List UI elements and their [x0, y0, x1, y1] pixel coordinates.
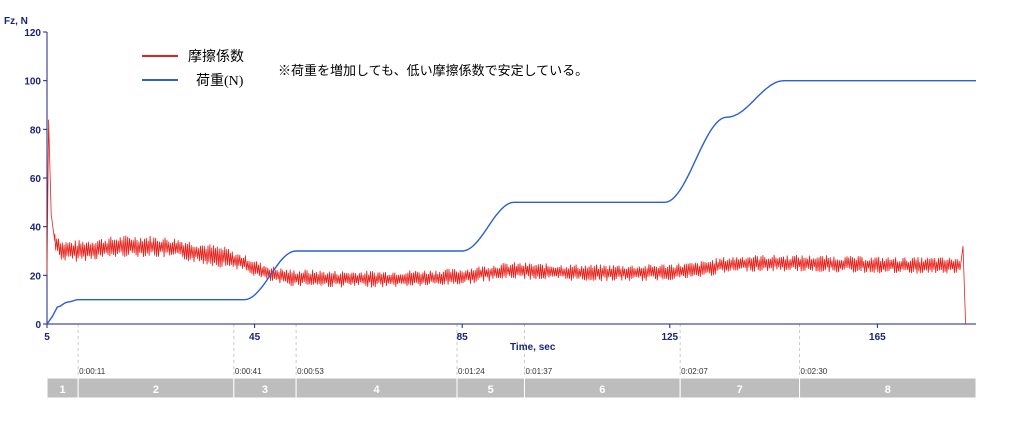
timestamp-label: 0:01:24	[458, 367, 485, 376]
y-tick-label: 20	[30, 271, 42, 282]
timestamp-label: 0:02:07	[681, 367, 708, 376]
y-axis-title: Fz, N	[4, 16, 28, 27]
y-tick-label: 80	[30, 125, 42, 136]
x-tick-label: 5	[44, 332, 50, 343]
series-line-friction	[46, 119, 966, 325]
segment-label: 1	[60, 384, 66, 396]
legend-label-friction: 摩擦係数	[188, 48, 244, 65]
timestamp-label: 0:00:41	[235, 367, 262, 376]
x-tick-label: 125	[661, 332, 678, 343]
timestamp-label: 0:00:53	[297, 367, 324, 376]
segment-label: 4	[373, 384, 380, 396]
segment-label: 7	[737, 384, 743, 396]
segment-block	[799, 377, 977, 399]
segment-label: 8	[885, 384, 891, 396]
timestamp-label: 0:02:30	[801, 367, 828, 376]
series-lines	[46, 80, 976, 325]
segment-label: 2	[153, 384, 159, 396]
legend: 摩擦係数 荷重(N)	[142, 48, 244, 89]
segment-label: 5	[488, 384, 494, 396]
timestamp-label: 0:01:37	[525, 367, 552, 376]
y-tick-label: 60	[30, 174, 42, 185]
x-tick-label: 45	[249, 332, 261, 343]
y-tick-label: 120	[24, 28, 41, 39]
y-tick-label: 40	[30, 223, 42, 234]
y-tick-label: 100	[24, 77, 41, 88]
segment-label: 6	[599, 384, 605, 396]
x-axis-title: Time, sec	[510, 342, 556, 353]
segment-bar: 1 2 3 4 5 6 7 8	[46, 377, 977, 399]
y-tick-label: 0	[35, 320, 41, 331]
x-tick-label: 85	[457, 332, 469, 343]
axes: 0 20 40 60 80 100 120 5 45 85 125 165	[24, 28, 976, 343]
series-line-load	[46, 80, 976, 325]
timestamp-label: 0:00:11	[79, 367, 106, 376]
segment-label: 3	[262, 384, 268, 396]
legend-label-load: 荷重(N)	[196, 73, 244, 89]
annotation-note: ※荷重を増加しても、低い摩擦係数で安定している。	[278, 63, 588, 78]
grid-lines: 0:00:11 0:00:41 0:00:53 0:01:24 0:01:37 0:02:…	[77, 324, 828, 398]
x-tick-label: 165	[869, 332, 886, 343]
